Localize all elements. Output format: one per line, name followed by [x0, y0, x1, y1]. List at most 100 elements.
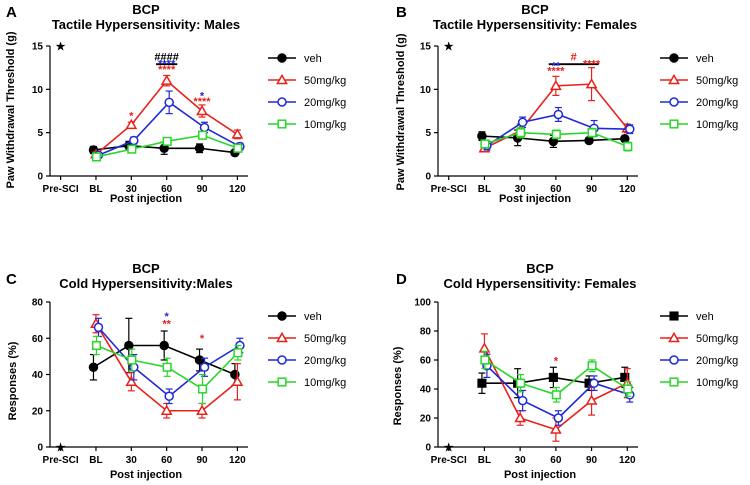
x-tick-label: 30	[126, 455, 138, 466]
x-tick-label: Pre-SCI	[431, 184, 467, 195]
y-tick-label: 15	[32, 42, 44, 53]
series-10mg-kg	[480, 350, 633, 403]
pre-sci-marker: ★	[444, 442, 454, 454]
x-tick-label: 30	[126, 184, 138, 195]
data-point	[517, 117, 528, 128]
panel-a: A BCP Tactile Hypersensitivity: Males Pa…	[5, 2, 346, 205]
x-axis-label: Post injection	[110, 469, 182, 481]
x-tick-label: Pre-SCI	[43, 455, 79, 466]
data-point	[159, 340, 169, 351]
data-point	[548, 372, 558, 382]
legend-label: 20mg/kg	[696, 355, 738, 367]
legend-marker	[276, 73, 288, 85]
legend-label: 50mg/kg	[304, 333, 346, 345]
data-point	[233, 348, 243, 358]
chart-title: BCP	[132, 261, 160, 276]
significance-annotation: *	[200, 91, 205, 103]
y-tick-label: 0	[37, 443, 43, 454]
x-tick-label: 120	[229, 184, 246, 195]
chart-subtitle: Tactile Hypersensitivity: Females	[433, 17, 637, 32]
data-point	[585, 78, 598, 89]
data-point	[194, 143, 205, 154]
data-point	[477, 131, 487, 141]
significance-annotation: *	[554, 355, 559, 367]
pre-sci-marker: ★	[56, 41, 66, 53]
y-tick-label: 80	[32, 298, 44, 309]
data-point	[477, 378, 487, 388]
x-tick-label: 120	[619, 184, 636, 195]
data-point	[517, 395, 528, 406]
data-point	[233, 143, 243, 153]
data-point	[231, 128, 244, 139]
x-axis-label: Post injection	[110, 193, 182, 205]
data-point	[620, 133, 630, 144]
y-tick-label: 0	[425, 443, 431, 454]
legend-marker	[276, 331, 288, 343]
data-point	[124, 340, 134, 351]
significance-annotation: **	[552, 60, 561, 72]
legend-label: 10mg/kg	[304, 377, 346, 389]
data-point	[162, 136, 172, 146]
x-tick-label: 30	[515, 455, 527, 466]
chart-subtitle: Cold Hypersensitivity:Males	[59, 276, 232, 291]
data-point	[91, 152, 102, 162]
data-point	[125, 375, 138, 386]
legend-marker	[277, 97, 287, 107]
x-tick-label: Pre-SCI	[43, 184, 79, 195]
x-tick-label: Pre-SCI	[431, 455, 467, 466]
data-point	[93, 322, 104, 333]
data-point	[199, 122, 210, 133]
pre-sci-marker: ★	[444, 41, 454, 53]
y-tick-label: 15	[420, 42, 432, 53]
y-axis-label: Responses (%)	[7, 341, 19, 420]
chart-subtitle: Cold Hypersensitivity: Females	[444, 276, 637, 291]
significance-annotation: *	[200, 333, 205, 345]
x-tick-label: 60	[550, 455, 562, 466]
panel-d: D BCP Cold Hypersensitivity: Females Res…	[392, 261, 738, 481]
x-tick-label: 60	[550, 184, 562, 195]
data-point	[162, 362, 172, 372]
y-axis-label: Responses (%)	[392, 346, 404, 425]
data-point	[623, 384, 633, 394]
x-axis-label: Post injection	[504, 469, 576, 481]
y-tick-label: 0	[425, 172, 431, 183]
data-point	[125, 118, 138, 130]
chart-title: BCP	[132, 2, 160, 17]
series-10mg-kg	[91, 130, 243, 162]
data-point	[587, 128, 597, 138]
y-tick-label: 40	[32, 370, 44, 381]
y-tick-label: 20	[32, 406, 44, 417]
chart-title: BCP	[526, 261, 554, 276]
y-tick-label: 60	[32, 334, 44, 345]
pre-sci-marker: ★	[56, 442, 66, 454]
x-tick-label: 90	[586, 184, 598, 195]
legend-marker	[277, 377, 287, 387]
y-tick-label: 80	[420, 327, 432, 338]
data-point	[197, 384, 208, 394]
legend-marker	[277, 355, 287, 365]
legend-marker	[668, 73, 680, 85]
data-point	[231, 375, 244, 386]
x-axis-label: Post injection	[499, 193, 571, 205]
x-tick-label: BL	[478, 455, 491, 466]
data-point	[549, 423, 562, 434]
data-point	[478, 342, 491, 353]
data-point	[480, 139, 490, 149]
data-point	[127, 144, 137, 154]
series-20mg-kg	[482, 106, 635, 151]
data-point	[585, 394, 598, 405]
y-axis-label: Paw Withdrawal Threshold (g)	[395, 33, 407, 190]
data-point	[551, 129, 561, 139]
panel-letter: B	[396, 4, 407, 21]
y-tick-label: 10	[32, 85, 44, 96]
data-point	[514, 411, 527, 423]
x-tick-label: 30	[515, 184, 527, 195]
x-tick-label: BL	[89, 184, 102, 195]
legend-marker	[669, 377, 679, 387]
legend-marker	[669, 97, 679, 107]
chart-title: BCP	[521, 2, 549, 17]
significance-annotation: ****	[193, 96, 211, 108]
data-point	[196, 404, 208, 415]
data-point	[199, 362, 210, 372]
